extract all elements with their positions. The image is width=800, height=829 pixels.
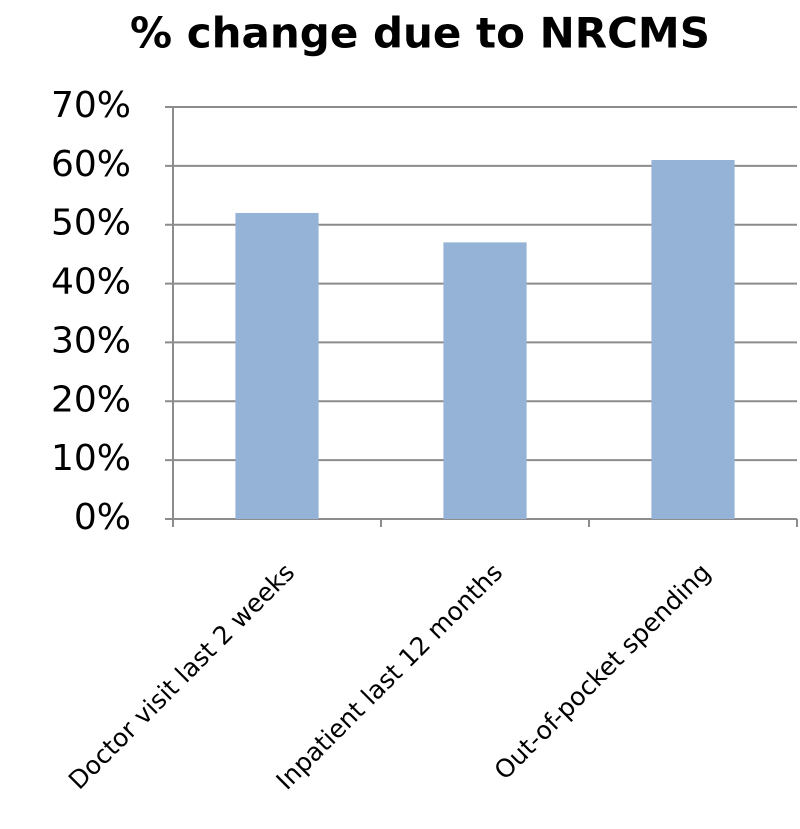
y-tick-label: 0% [74,497,131,538]
chart-title: % change due to NRCMS [130,9,710,58]
x-tick-label: Inpatient last 12 months [271,558,509,796]
x-tick-label: Doctor visit last 2 weeks [63,558,300,795]
y-tick-label: 50% [51,203,131,244]
bar [443,242,527,519]
y-tick-label: 70% [51,85,131,126]
x-tick-label: Out-of-pocket spending [489,558,717,786]
y-tick-label: 10% [51,438,131,479]
y-tick-label: 60% [51,144,131,185]
y-tick-label: 30% [51,320,131,361]
bar [235,212,319,519]
y-tick-label: 40% [51,262,131,303]
bar [651,159,735,519]
y-tick-label: 20% [51,379,131,420]
